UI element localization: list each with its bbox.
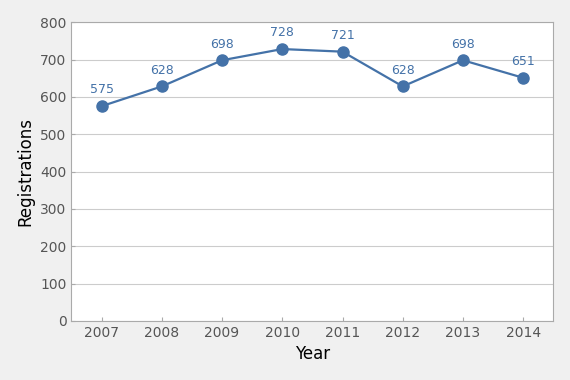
Text: 728: 728	[270, 26, 294, 40]
Text: 628: 628	[150, 64, 174, 77]
Text: 698: 698	[451, 38, 475, 51]
X-axis label: Year: Year	[295, 345, 330, 363]
Text: 721: 721	[331, 29, 355, 42]
Text: 651: 651	[511, 55, 535, 68]
Text: 628: 628	[391, 64, 414, 77]
Y-axis label: Registrations: Registrations	[17, 117, 35, 226]
Text: 698: 698	[210, 38, 234, 51]
Text: 575: 575	[89, 84, 113, 97]
